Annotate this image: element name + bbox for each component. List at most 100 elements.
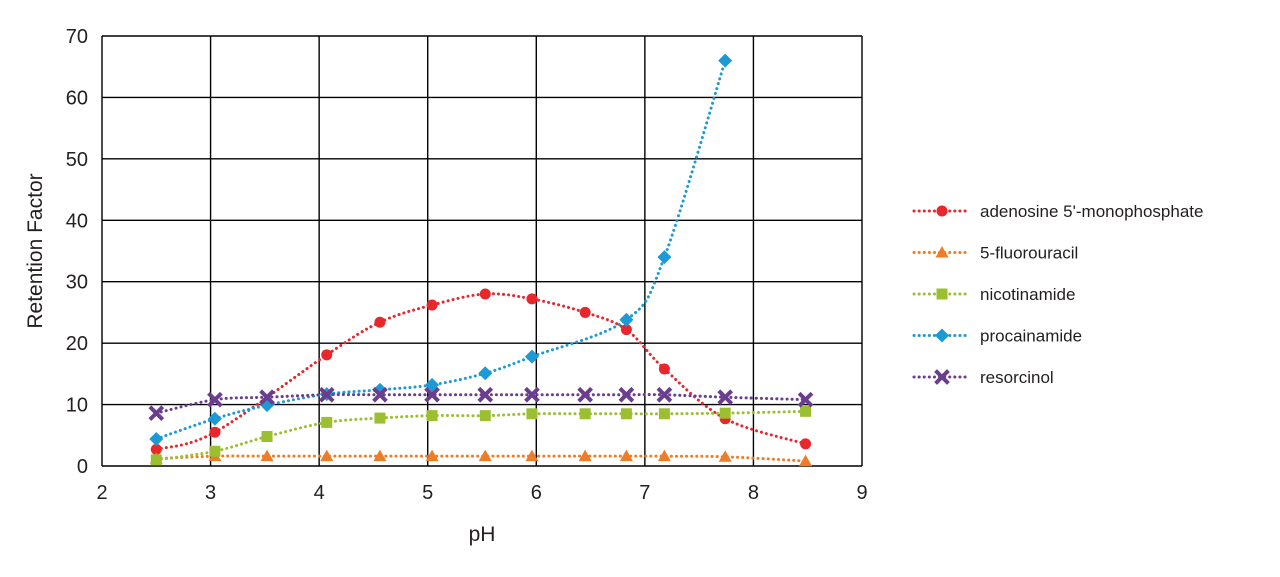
data-point — [261, 431, 273, 443]
data-point — [425, 449, 439, 462]
x-tick-label: 7 — [639, 482, 650, 504]
y-tick-label: 40 — [66, 210, 88, 232]
data-point — [148, 405, 165, 421]
data-point — [656, 386, 673, 403]
data-point — [718, 450, 732, 462]
data-point — [526, 293, 538, 305]
data-point — [478, 366, 493, 381]
data-point — [800, 405, 812, 417]
x-tick-label: 2 — [96, 482, 107, 504]
legend-marker — [934, 369, 950, 385]
data-point — [260, 449, 274, 462]
data-point — [424, 386, 440, 403]
data-point — [577, 386, 593, 403]
data-point — [524, 386, 540, 403]
tick-labels: 2 3 4 5 6 7 8 9 0 10 20 30 40 50 60 70 — [66, 26, 868, 504]
series-0 — [150, 288, 812, 455]
data-point — [479, 410, 491, 422]
data-point — [426, 299, 438, 311]
data-point — [579, 408, 591, 420]
x-tick-label: 9 — [856, 482, 867, 504]
data-point — [525, 449, 539, 462]
data-point — [374, 316, 386, 328]
data-point — [372, 386, 388, 403]
legend-marker — [936, 288, 948, 300]
data-point — [524, 349, 539, 364]
legend-item: resorcinol — [912, 368, 1054, 387]
data-point — [149, 431, 164, 446]
data-point — [318, 386, 335, 403]
data-point — [658, 408, 670, 420]
data-point — [800, 438, 812, 450]
data-point — [657, 449, 671, 462]
y-tick-label: 10 — [66, 395, 88, 417]
data-point — [618, 386, 635, 403]
data-point — [579, 306, 591, 318]
x-tick-label: 4 — [314, 482, 325, 504]
data-point — [797, 391, 814, 408]
series-4 — [148, 386, 814, 421]
x-tick-label: 6 — [531, 482, 542, 504]
series-line — [154, 292, 808, 451]
data-point — [620, 408, 632, 420]
legend-marker — [936, 205, 948, 217]
data-point — [620, 324, 632, 336]
y-tick-label: 20 — [66, 333, 88, 355]
y-tick-label: 70 — [66, 26, 88, 48]
data-point — [658, 363, 670, 375]
y-axis-title: Retention Factor — [24, 173, 47, 328]
data-point — [717, 389, 734, 406]
y-tick-label: 50 — [66, 149, 88, 171]
data-point — [619, 312, 634, 327]
data-point — [426, 410, 438, 422]
data-point — [150, 454, 162, 466]
series-3 — [149, 53, 733, 446]
data-point — [207, 391, 223, 408]
grid — [101, 35, 863, 467]
data-point — [374, 412, 386, 424]
data-point — [259, 389, 275, 406]
legend-label: adenosine 5'-monophosphate — [980, 202, 1203, 221]
data-point — [425, 377, 440, 392]
x-tick-label: 3 — [205, 482, 216, 504]
legend-label: procainamide — [980, 327, 1082, 346]
data-point — [657, 250, 672, 265]
data-point — [478, 449, 492, 462]
data-point — [718, 53, 733, 68]
data-point — [479, 288, 491, 300]
data-point — [321, 349, 333, 361]
data-point — [526, 408, 538, 420]
data-point — [799, 454, 813, 467]
legend-marker — [935, 246, 949, 258]
series-2 — [150, 405, 812, 466]
data-point — [373, 449, 387, 462]
x-tick-label: 8 — [748, 482, 759, 504]
legend-item: nicotinamide — [912, 285, 1075, 304]
data-point — [477, 386, 494, 403]
y-tick-label: 0 — [77, 456, 88, 478]
data-point — [320, 449, 334, 462]
series-lines — [148, 53, 814, 467]
series-line — [154, 59, 727, 441]
legend: adenosine 5'-monophosphate 5-fluorouracil… — [912, 202, 1203, 387]
legend-label: nicotinamide — [980, 285, 1075, 304]
series-1 — [149, 449, 813, 467]
data-point — [150, 443, 162, 455]
data-point — [578, 449, 592, 462]
y-tick-label: 60 — [66, 87, 88, 109]
legend-label: 5-fluorouracil — [980, 244, 1078, 263]
data-point — [209, 426, 221, 438]
y-tick-label: 30 — [66, 272, 88, 294]
legend-label: resorcinol — [980, 368, 1054, 387]
data-point — [619, 449, 633, 462]
data-point — [209, 445, 221, 457]
data-point — [207, 411, 222, 426]
x-tick-label: 5 — [422, 482, 433, 504]
data-point — [321, 416, 333, 428]
data-point — [719, 407, 731, 419]
x-axis-title: pH — [469, 523, 496, 546]
legend-item: procainamide — [912, 327, 1082, 346]
legend-item: adenosine 5'-monophosphate — [912, 202, 1203, 221]
